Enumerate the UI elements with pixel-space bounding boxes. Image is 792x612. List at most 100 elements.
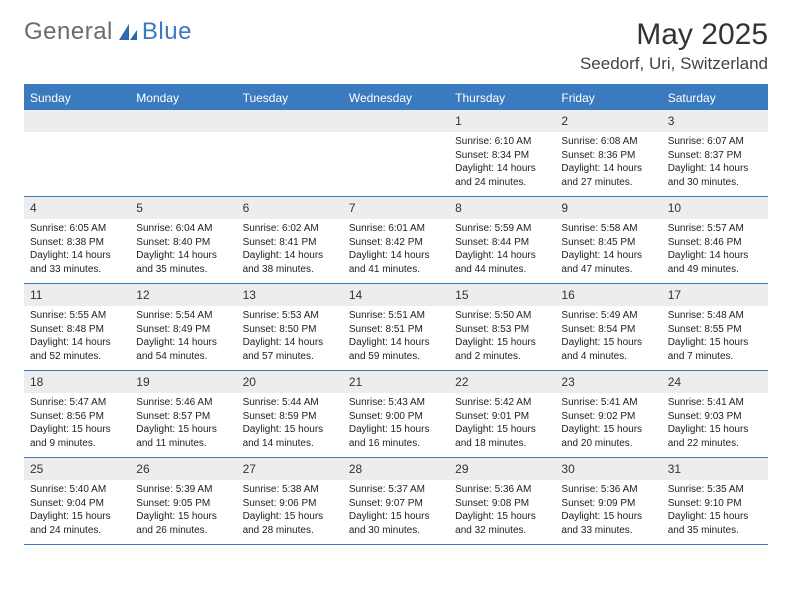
- daylight-text: Daylight: 15 hours and 4 minutes.: [561, 336, 655, 363]
- sunrise-text: Sunrise: 6:02 AM: [243, 222, 337, 236]
- calendar-cell: 24Sunrise: 5:41 AMSunset: 9:03 PMDayligh…: [662, 371, 768, 457]
- sunset-text: Sunset: 9:07 PM: [349, 497, 443, 511]
- day-number: 26: [130, 458, 236, 480]
- daylight-text: Daylight: 15 hours and 11 minutes.: [136, 423, 230, 450]
- sunrise-text: Sunrise: 5:59 AM: [455, 222, 549, 236]
- daylight-text: Daylight: 14 hours and 30 minutes.: [668, 162, 762, 189]
- day-number: 31: [662, 458, 768, 480]
- sunrise-text: Sunrise: 5:44 AM: [243, 396, 337, 410]
- daylight-text: Daylight: 15 hours and 28 minutes.: [243, 510, 337, 537]
- day-details: Sunrise: 6:05 AMSunset: 8:38 PMDaylight:…: [24, 219, 130, 280]
- day-details: Sunrise: 6:10 AMSunset: 8:34 PMDaylight:…: [449, 132, 555, 193]
- day-number: 11: [24, 284, 130, 306]
- sunset-text: Sunset: 9:06 PM: [243, 497, 337, 511]
- calendar-week: 25Sunrise: 5:40 AMSunset: 9:04 PMDayligh…: [24, 458, 768, 545]
- sunrise-text: Sunrise: 6:01 AM: [349, 222, 443, 236]
- calendar-week: 11Sunrise: 5:55 AMSunset: 8:48 PMDayligh…: [24, 284, 768, 371]
- calendar-week: 18Sunrise: 5:47 AMSunset: 8:56 PMDayligh…: [24, 371, 768, 458]
- day-number: 19: [130, 371, 236, 393]
- sunrise-text: Sunrise: 5:36 AM: [455, 483, 549, 497]
- daylight-text: Daylight: 14 hours and 41 minutes.: [349, 249, 443, 276]
- sunrise-text: Sunrise: 5:43 AM: [349, 396, 443, 410]
- sunset-text: Sunset: 8:41 PM: [243, 236, 337, 250]
- calendar-cell: 16Sunrise: 5:49 AMSunset: 8:54 PMDayligh…: [555, 284, 661, 370]
- sunrise-text: Sunrise: 5:40 AM: [30, 483, 124, 497]
- calendar-body: 1Sunrise: 6:10 AMSunset: 8:34 PMDaylight…: [24, 110, 768, 545]
- daylight-text: Daylight: 14 hours and 35 minutes.: [136, 249, 230, 276]
- daylight-text: Daylight: 14 hours and 59 minutes.: [349, 336, 443, 363]
- day-details: Sunrise: 5:51 AMSunset: 8:51 PMDaylight:…: [343, 306, 449, 367]
- calendar-cell: 18Sunrise: 5:47 AMSunset: 8:56 PMDayligh…: [24, 371, 130, 457]
- day-number: 25: [24, 458, 130, 480]
- month-title: May 2025: [580, 18, 768, 52]
- header: General Blue May 2025 Seedorf, Uri, Swit…: [24, 18, 768, 74]
- daylight-text: Daylight: 14 hours and 44 minutes.: [455, 249, 549, 276]
- day-details: Sunrise: 5:43 AMSunset: 9:00 PMDaylight:…: [343, 393, 449, 454]
- daylight-text: Daylight: 15 hours and 22 minutes.: [668, 423, 762, 450]
- sunrise-text: Sunrise: 5:42 AM: [455, 396, 549, 410]
- sunset-text: Sunset: 8:46 PM: [668, 236, 762, 250]
- dow-row: Sunday Monday Tuesday Wednesday Thursday…: [24, 86, 768, 110]
- sunrise-text: Sunrise: 5:48 AM: [668, 309, 762, 323]
- day-details: Sunrise: 5:57 AMSunset: 8:46 PMDaylight:…: [662, 219, 768, 280]
- sunrise-text: Sunrise: 5:36 AM: [561, 483, 655, 497]
- sunrise-text: Sunrise: 5:55 AM: [30, 309, 124, 323]
- sunset-text: Sunset: 8:59 PM: [243, 410, 337, 424]
- day-number: 18: [24, 371, 130, 393]
- sunset-text: Sunset: 9:10 PM: [668, 497, 762, 511]
- sunset-text: Sunset: 8:51 PM: [349, 323, 443, 337]
- day-number: 29: [449, 458, 555, 480]
- sunrise-text: Sunrise: 5:54 AM: [136, 309, 230, 323]
- daylight-text: Daylight: 15 hours and 16 minutes.: [349, 423, 443, 450]
- day-number: 30: [555, 458, 661, 480]
- day-details: Sunrise: 5:48 AMSunset: 8:55 PMDaylight:…: [662, 306, 768, 367]
- day-details: Sunrise: 6:04 AMSunset: 8:40 PMDaylight:…: [130, 219, 236, 280]
- day-details: Sunrise: 5:35 AMSunset: 9:10 PMDaylight:…: [662, 480, 768, 541]
- sunset-text: Sunset: 9:04 PM: [30, 497, 124, 511]
- sunset-text: Sunset: 8:49 PM: [136, 323, 230, 337]
- daylight-text: Daylight: 14 hours and 54 minutes.: [136, 336, 230, 363]
- calendar-cell: 20 Sunrise: 5:44 AMSunset: 8:59 PMDayligh…: [237, 371, 343, 457]
- day-number: 15: [449, 284, 555, 306]
- day-number: 8: [449, 197, 555, 219]
- sunset-text: Sunset: 8:37 PM: [668, 149, 762, 163]
- location: Seedorf, Uri, Switzerland: [580, 54, 768, 74]
- day-details: Sunrise: 5:55 AMSunset: 8:48 PMDaylight:…: [24, 306, 130, 367]
- daylight-text: Daylight: 15 hours and 24 minutes.: [30, 510, 124, 537]
- daylight-text: Daylight: 15 hours and 26 minutes.: [136, 510, 230, 537]
- dow-friday: Friday: [555, 86, 661, 110]
- sunset-text: Sunset: 9:03 PM: [668, 410, 762, 424]
- sunrise-text: Sunrise: 5:51 AM: [349, 309, 443, 323]
- sunset-text: Sunset: 8:42 PM: [349, 236, 443, 250]
- day-details: Sunrise: 5:49 AMSunset: 8:54 PMDaylight:…: [555, 306, 661, 367]
- dow-tuesday: Tuesday: [237, 86, 343, 110]
- sunrise-text: Sunrise: 5:39 AM: [136, 483, 230, 497]
- day-number: 7: [343, 197, 449, 219]
- day-details: Sunrise: 6:07 AMSunset: 8:37 PMDaylight:…: [662, 132, 768, 193]
- calendar-cell: [130, 110, 236, 196]
- daylight-text: Daylight: 15 hours and 32 minutes.: [455, 510, 549, 537]
- day-number: 1: [449, 110, 555, 132]
- day-number: 16: [555, 284, 661, 306]
- day-number: [237, 110, 343, 132]
- title-block: May 2025 Seedorf, Uri, Switzerland: [580, 18, 768, 74]
- sunrise-text: Sunrise: 5:41 AM: [668, 396, 762, 410]
- daylight-text: Daylight: 14 hours and 52 minutes.: [30, 336, 124, 363]
- day-number: 28: [343, 458, 449, 480]
- dow-monday: Monday: [130, 86, 236, 110]
- day-details: Sunrise: 5:41 AMSunset: 9:03 PMDaylight:…: [662, 393, 768, 454]
- day-number: 21: [343, 371, 449, 393]
- sunrise-text: Sunrise: 5:37 AM: [349, 483, 443, 497]
- sunset-text: Sunset: 8:34 PM: [455, 149, 549, 163]
- sunrise-text: Sunrise: 5:50 AM: [455, 309, 549, 323]
- dow-thursday: Thursday: [449, 86, 555, 110]
- sunrise-text: Sunrise: 5:38 AM: [243, 483, 337, 497]
- calendar-cell: 3Sunrise: 6:07 AMSunset: 8:37 PMDaylight…: [662, 110, 768, 196]
- day-number: 13: [237, 284, 343, 306]
- sunset-text: Sunset: 8:48 PM: [30, 323, 124, 337]
- daylight-text: Daylight: 15 hours and 14 minutes.: [243, 423, 337, 450]
- logo: General Blue: [24, 18, 192, 46]
- calendar-cell: [24, 110, 130, 196]
- sunrise-text: Sunrise: 6:08 AM: [561, 135, 655, 149]
- day-number: 20: [237, 371, 343, 393]
